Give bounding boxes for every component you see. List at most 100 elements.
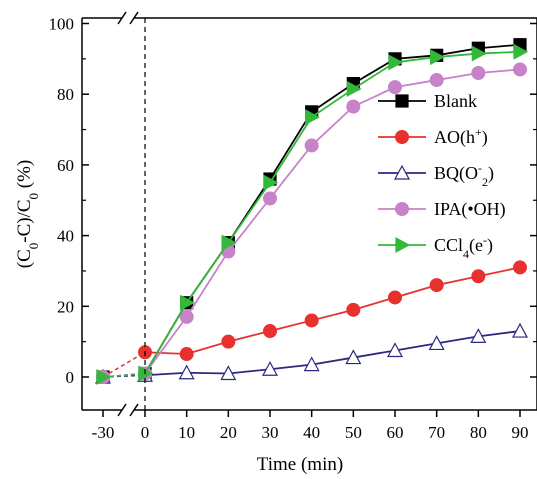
series-line — [144, 68, 521, 374]
legend-label-part: - — [483, 233, 487, 247]
legend-marker — [393, 164, 411, 180]
data-point — [221, 334, 236, 349]
legend-label-part: ) — [487, 235, 493, 256]
legend-label: Blank — [434, 91, 477, 111]
y-tick-label: 60 — [57, 156, 74, 175]
y-tick-label: 80 — [57, 85, 74, 104]
legend-marker — [395, 202, 409, 216]
data-point — [429, 73, 444, 88]
axes: 0 20 40 60 80 100 -30 0 10 20 30 40 50 60 70 80 90 — [49, 11, 537, 442]
series-line — [144, 50, 521, 374]
legend-item: IPA(•OH) — [378, 199, 506, 220]
data-point — [471, 65, 486, 80]
legend-label-part: IPA(•OH) — [434, 199, 506, 220]
y-axis-title-part: -C)/C — [14, 199, 35, 242]
x-axis-title: Time (min) — [257, 454, 343, 475]
axis-break-mark — [117, 11, 127, 25]
axis-break-mark — [129, 403, 139, 417]
data-point — [305, 109, 320, 126]
data-point — [513, 62, 528, 77]
data-point — [304, 138, 319, 153]
legend-label: BQ(O-2) — [434, 161, 494, 189]
legend-item: CCl4(e-) — [378, 233, 493, 261]
x-tick-label: 70 — [428, 423, 445, 442]
data-point — [388, 290, 403, 305]
series-group — [96, 62, 528, 384]
legend-marker — [395, 94, 409, 108]
x-tick-label: 0 — [141, 423, 150, 442]
data-point — [303, 356, 320, 372]
y-tick-label: 0 — [66, 368, 75, 387]
series-line — [144, 266, 521, 355]
legend-item: BQ(O-2) — [378, 161, 494, 189]
x-tick-label: -30 — [92, 423, 115, 442]
y-axis-title-part: 0 — [26, 243, 41, 250]
y-axis-title-part: 0 — [26, 193, 41, 200]
x-tick-label: 80 — [470, 423, 487, 442]
legend-marker — [395, 130, 409, 144]
axis-break-mark — [129, 11, 139, 25]
legend-item: AO(h+) — [378, 125, 488, 148]
data-point — [471, 269, 486, 284]
y-tick-label: 100 — [49, 15, 75, 34]
y-axis-title-part: (C — [14, 249, 35, 268]
x-tick-label: 60 — [387, 423, 404, 442]
data-point — [471, 45, 487, 62]
x-tick-label: 40 — [303, 423, 320, 442]
legend-label-part: 2 — [482, 175, 488, 189]
legend-label-part: ) — [482, 127, 488, 148]
plot-area — [94, 38, 529, 386]
data-point — [221, 234, 237, 251]
data-point — [345, 349, 362, 365]
data-point — [304, 313, 319, 328]
legend-label-part: AO(h — [434, 127, 475, 148]
data-point — [346, 99, 361, 114]
data-point — [429, 278, 444, 293]
data-point — [470, 328, 487, 343]
data-point — [346, 80, 362, 97]
legend-label: IPA(•OH) — [434, 199, 506, 220]
data-point — [386, 342, 404, 358]
legend-label-part: CCl — [434, 235, 463, 255]
legend-label-part: (e — [469, 235, 483, 256]
x-tick-label: 50 — [345, 423, 362, 442]
data-point — [96, 368, 112, 386]
data-point — [263, 191, 278, 206]
legend-label-part: BQ(O — [434, 163, 478, 184]
data-point — [263, 324, 278, 339]
legend-label-part: ) — [488, 163, 494, 184]
legend-label-part: - — [478, 161, 482, 175]
y-axis-title: (C0-C)/C0 (%) — [14, 160, 41, 269]
data-point — [220, 365, 237, 381]
data-point — [430, 49, 445, 66]
data-point — [179, 347, 194, 362]
x-tick-label: 30 — [262, 423, 279, 442]
series-group — [96, 43, 529, 386]
y-tick-label: 40 — [57, 227, 74, 246]
x-tick-label: 10 — [178, 423, 195, 442]
legend-label-part: Blank — [434, 91, 477, 111]
x-tick-label: 20 — [220, 423, 237, 442]
data-point — [261, 360, 279, 376]
legend-item: Blank — [378, 91, 477, 111]
y-axis-title-part: (%) — [14, 160, 35, 193]
data-point — [513, 260, 528, 275]
data-point — [178, 364, 195, 380]
series-line — [144, 330, 521, 377]
legend-label-part: + — [475, 125, 482, 139]
data-point — [179, 309, 194, 324]
data-point — [388, 54, 404, 71]
data-point — [513, 43, 529, 60]
axis-break-mark — [117, 403, 127, 417]
data-point — [346, 302, 361, 317]
data-point — [428, 335, 445, 351]
data-point — [388, 80, 403, 95]
legend-marker — [395, 236, 411, 254]
y-tick-label: 20 — [57, 297, 74, 316]
legend-label-part: 4 — [463, 247, 469, 261]
data-point — [511, 322, 529, 338]
x-tick-label: 90 — [512, 423, 529, 442]
legend-label: CCl4(e-) — [434, 233, 493, 261]
